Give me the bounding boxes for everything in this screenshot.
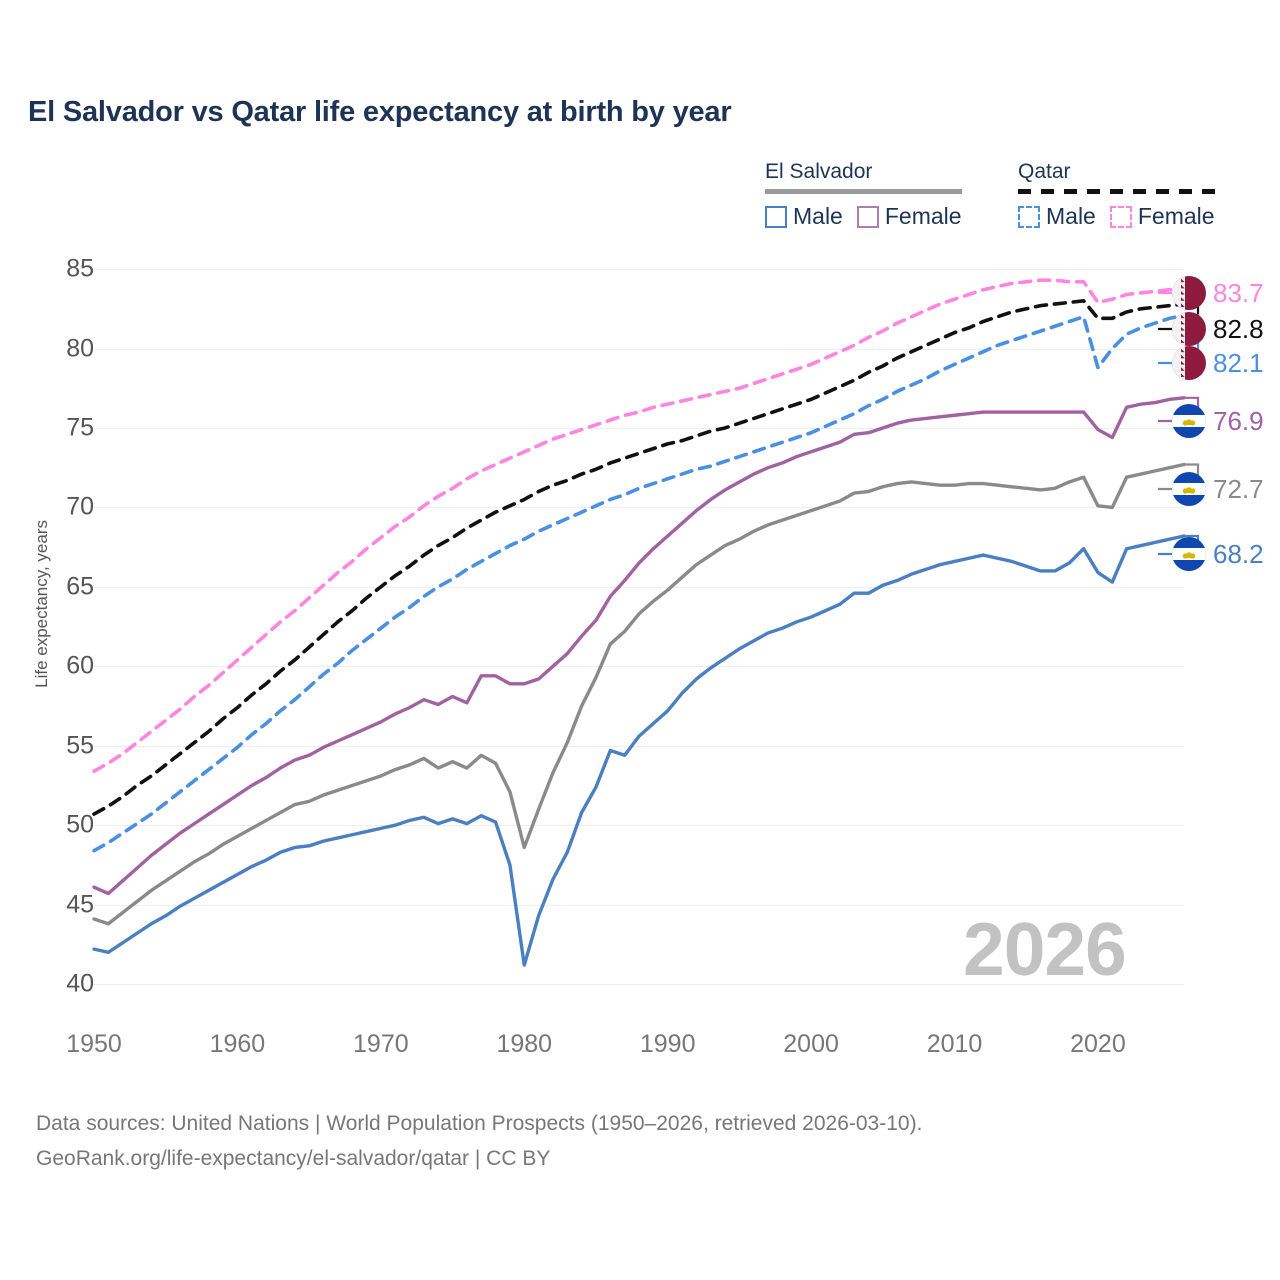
end-label-value: 83.7: [1213, 277, 1264, 308]
y-axis-tick-label: 85: [66, 254, 94, 283]
legend-item-el-salvador-female[interactable]: Female: [856, 203, 962, 230]
page-title: El Salvador vs Qatar life expectancy at …: [28, 96, 732, 128]
y-axis-tick-label: 45: [66, 890, 94, 919]
el-salvador-flag-icon: [1172, 404, 1206, 438]
legend-rule-dashed: [1018, 189, 1215, 194]
gridline: [94, 427, 1184, 429]
legend-swatch-icon-dashed-blue: [1018, 205, 1040, 228]
legend-label-female: Female: [1137, 203, 1215, 229]
footer-attribution: GeoRank.org/life-expectancy/el-salvador/…: [36, 1147, 551, 1170]
el-salvador-flag-icon: [1172, 537, 1206, 571]
end-label-value: 82.1: [1213, 347, 1264, 378]
end-label-qatar-male: 82.1: [1172, 346, 1264, 380]
legend-swatch-icon-solid-blue: [765, 205, 787, 228]
legend-swatch-icon-dashed-pink: [1109, 205, 1132, 228]
qatar-flag-icon: [1172, 276, 1206, 310]
year-watermark: 2026: [963, 907, 1127, 991]
legend-label-male: Male: [1046, 203, 1096, 229]
series-line-el-salvador-female: [92, 396, 1186, 896]
gridline: [94, 586, 1184, 588]
series-line-qatar-female: [92, 278, 1186, 773]
series-line-qatar-male: [92, 313, 1186, 853]
gridline: [94, 269, 1184, 271]
x-axis-tick-label: 2020: [1070, 1030, 1126, 1058]
y-axis-tick-label: 60: [66, 651, 94, 680]
y-axis-tick-label: 55: [66, 731, 94, 760]
y-axis-tick-label: 65: [66, 572, 94, 601]
footer: Data sources: United Nations | World Pop…: [36, 1106, 922, 1176]
qatar-flag-icon: [1172, 312, 1206, 346]
el-salvador-flag-icon: [1172, 472, 1206, 506]
legend-item-qatar-female[interactable]: Female: [1109, 203, 1215, 230]
x-axis-tick-label: 1990: [639, 1030, 696, 1058]
y-axis-tick-label: 50: [66, 810, 94, 839]
y-axis-tick-label: 70: [66, 492, 94, 521]
end-label-qatar-female: 83.7: [1172, 276, 1264, 310]
y-axis-tick-label: 75: [66, 413, 94, 442]
legend-rule-solid: [765, 189, 962, 194]
end-label-value: 76.9: [1213, 405, 1264, 436]
gridline: [94, 904, 1184, 906]
legend-label-female: Female: [884, 203, 962, 229]
legend-swatch-icon-solid-purple: [856, 205, 879, 228]
legend-item-el-salvador-male[interactable]: Male: [765, 203, 843, 230]
x-axis-tick-label: 1960: [209, 1030, 266, 1058]
x-axis-tick-label: 1950: [66, 1030, 122, 1058]
gridline: [94, 984, 1184, 986]
legend-item-qatar-male[interactable]: Male: [1018, 203, 1096, 230]
gridline: [94, 825, 1184, 827]
x-axis-tick-label: 2010: [926, 1030, 983, 1058]
qatar-flag-icon: [1172, 346, 1206, 380]
gridline: [94, 348, 1184, 350]
x-axis-tick-label: 2000: [783, 1030, 839, 1058]
legend-label-male: Male: [793, 203, 843, 229]
x-axis-tick-label: 1970: [353, 1030, 409, 1058]
chart-legend: El Salvador Male Female Qatar Male: [760, 160, 1260, 238]
gridline: [94, 745, 1184, 747]
gridline: [94, 507, 1184, 509]
gridline: [94, 666, 1184, 668]
y-axis-tick-label: 80: [66, 334, 94, 363]
legend-heading-qatar: Qatar: [1018, 160, 1071, 183]
footer-data-sources: Data sources: United Nations | World Pop…: [36, 1112, 923, 1135]
legend-group-qatar: Qatar Male Female: [1018, 160, 1215, 230]
legend-heading-el-salvador: El Salvador: [765, 160, 873, 183]
end-label-el-salvador-total: 72.7: [1172, 472, 1264, 506]
x-axis-tick-label: 1980: [496, 1030, 553, 1058]
end-label-el-salvador-male: 68.2: [1172, 537, 1264, 571]
series-line-el-salvador-total: [92, 462, 1186, 926]
y-axis-tick-label: 40: [66, 969, 94, 998]
end-label-el-salvador-female: 76.9: [1172, 404, 1264, 438]
end-label-value: 72.7: [1213, 473, 1264, 504]
end-label-qatar-total: 82.8: [1172, 312, 1264, 346]
series-line-qatar-total: [92, 299, 1186, 816]
end-label-value: 82.8: [1213, 313, 1264, 344]
end-label-value: 68.2: [1213, 538, 1264, 569]
series-line-el-salvador-male: [92, 534, 1186, 967]
legend-group-el-salvador: El Salvador Male Female: [765, 160, 962, 230]
